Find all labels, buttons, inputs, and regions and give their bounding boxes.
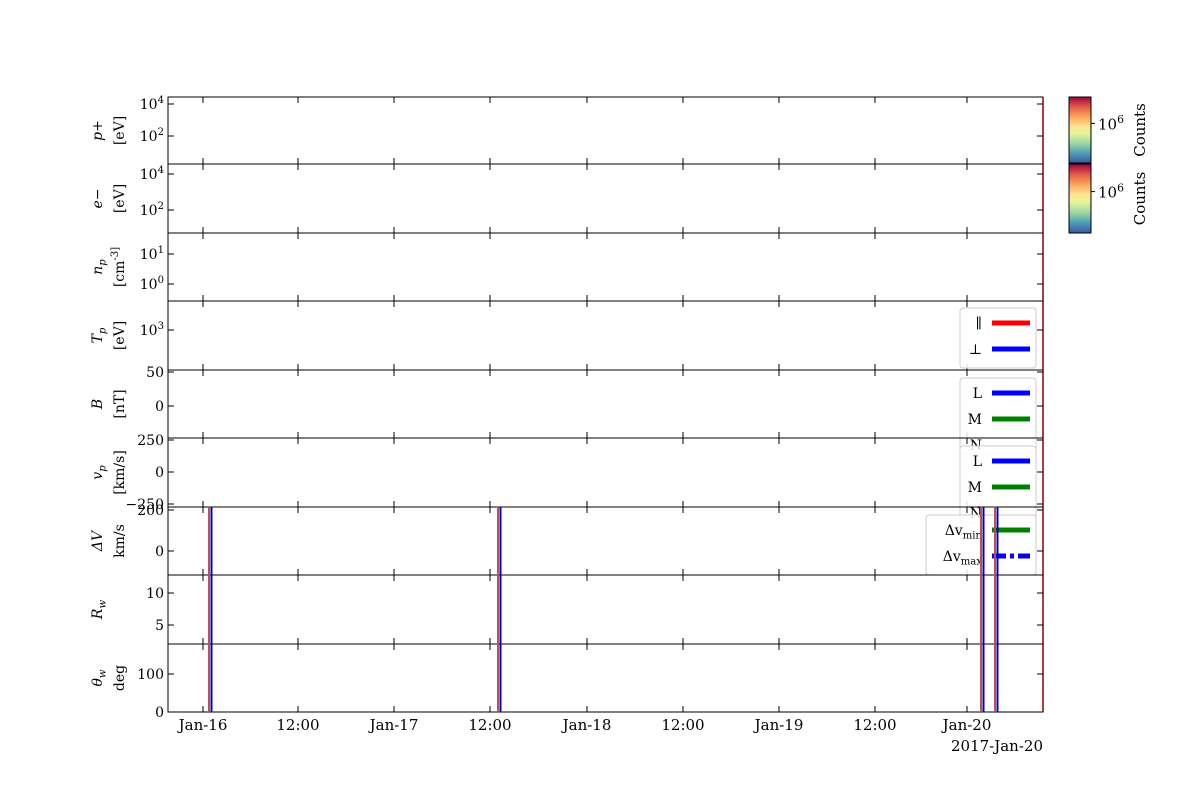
panel-frame: [167, 300, 1044, 371]
panel-frame: [167, 574, 1044, 645]
colorbar-gradient: [1068, 96, 1092, 164]
y-axis-label: ΔV: [90, 529, 106, 552]
x-tick-label: 12:00: [468, 716, 511, 734]
colorbar-1: 106 Counts: [1068, 96, 1149, 164]
panel-1: 102 104 p+ [eV]: [90, 95, 1044, 165]
y-axis-unit-label: [eV]: [112, 321, 128, 350]
legend-label: ∥: [976, 316, 982, 332]
y-tick-label: 200: [137, 503, 164, 519]
panel-frame: [167, 506, 1044, 576]
colorbar-2: 106 Counts: [1068, 163, 1149, 234]
colorbar-gradient: [1068, 163, 1092, 234]
panel-2: 102 104 e− [eV]: [90, 163, 1044, 234]
legend-label: L: [973, 454, 982, 470]
y-axis-label: θw: [90, 669, 109, 686]
y-axis-label: Rw: [90, 600, 109, 621]
panel-frame: [167, 232, 1044, 302]
y-tick-label: 104: [140, 165, 164, 183]
x-tick-label: Jan-16: [177, 716, 228, 734]
y-tick-label: 100: [137, 667, 164, 683]
colorbar-tick-label: 106: [1098, 113, 1124, 133]
panel-9: 0 100 θw deg: [90, 643, 1044, 721]
y-tick-label: 250: [137, 433, 164, 449]
x-tick-label: 12:00: [661, 716, 704, 734]
legend-label: Δvmin: [945, 523, 983, 542]
y-tick-label: 5: [155, 618, 164, 634]
legend: LMN: [959, 377, 1037, 455]
y-axis-unit-label: [km/s]: [112, 450, 128, 495]
y-axis-label: p+: [90, 120, 106, 141]
colorbar-tick-label: 106: [1098, 181, 1124, 201]
y-axis-label: e−: [90, 188, 106, 208]
x-tick-label: 12:00: [276, 716, 319, 734]
panel-frame: [167, 163, 1044, 234]
y-tick-label: 10: [146, 586, 164, 602]
legend: ∥⊥: [959, 307, 1037, 369]
y-tick-label: 0: [155, 399, 164, 415]
date-label: 2017-Jan-20: [951, 737, 1043, 755]
y-tick-label: 103: [140, 321, 164, 339]
y-axis-label: np: [90, 259, 109, 275]
y-axis-label: vp: [90, 465, 109, 480]
y-tick-label: 104: [140, 95, 164, 113]
panel-3: 100 101 np [cm-3]: [90, 232, 1044, 302]
y-tick-label: 0: [155, 544, 164, 560]
panel-7: 0 200 ΔV km/s Δvmin Δvmax: [90, 503, 1044, 576]
legend-label: Δvmax: [943, 549, 983, 568]
y-tick-label: 102: [140, 201, 164, 219]
y-axis-label: Tp: [90, 327, 109, 343]
x-tick-label: Jan-18: [561, 716, 612, 734]
y-axis-label: B: [90, 399, 106, 410]
panel-8: 5 10 Rw: [90, 574, 1044, 645]
y-axis-unit-label: km/s: [112, 524, 128, 558]
y-tick-label: 100: [140, 275, 164, 293]
legend-label: L: [973, 386, 982, 402]
x-axis: Jan-16 12:00 Jan-17 12:00 Jan-18 12:00 Jan-19 1…: [177, 716, 1043, 755]
legend-box: [959, 307, 1037, 369]
y-axis-unit-label: [eV]: [112, 184, 128, 213]
x-tick-label: Jan-17: [368, 716, 419, 734]
legend: LMN: [959, 445, 1037, 524]
y-axis-unit-label: deg: [112, 665, 128, 691]
legend-label: ⊥: [969, 342, 982, 358]
panel-frame: [167, 96, 1044, 165]
colorbar-label: Counts: [1131, 172, 1149, 226]
y-axis-unit-label: [nT]: [112, 389, 128, 418]
colorbars: 106 Counts 106 Counts: [1068, 96, 1149, 234]
y-tick-label: 0: [155, 705, 164, 721]
colorbar-label: Counts: [1131, 103, 1149, 157]
x-tick-label: Jan-19: [753, 716, 804, 734]
y-axis-unit-label: [eV]: [112, 116, 128, 145]
legend-label: M: [968, 480, 982, 496]
y-tick-label: 50: [146, 365, 164, 381]
legend-label: M: [968, 412, 982, 428]
y-tick-label: 102: [140, 127, 164, 145]
event-markers: [208, 507, 999, 712]
y-tick-label: 101: [140, 245, 164, 263]
x-tick-label: 12:00: [853, 716, 896, 734]
panel-frame: [167, 369, 1044, 439]
y-tick-label: 0: [155, 465, 164, 481]
panel-frame: [167, 437, 1044, 508]
y-tick-label: −250: [126, 497, 164, 513]
panel-frame: [167, 643, 1044, 713]
x-tick-label: Jan-20: [941, 716, 992, 734]
panel-6: −250 0 250 vp [km/s] LMN: [90, 433, 1044, 524]
y-axis-unit-label: [cm-3]: [110, 247, 128, 287]
panel-5: 0 50 B [nT] LMN: [90, 365, 1044, 455]
